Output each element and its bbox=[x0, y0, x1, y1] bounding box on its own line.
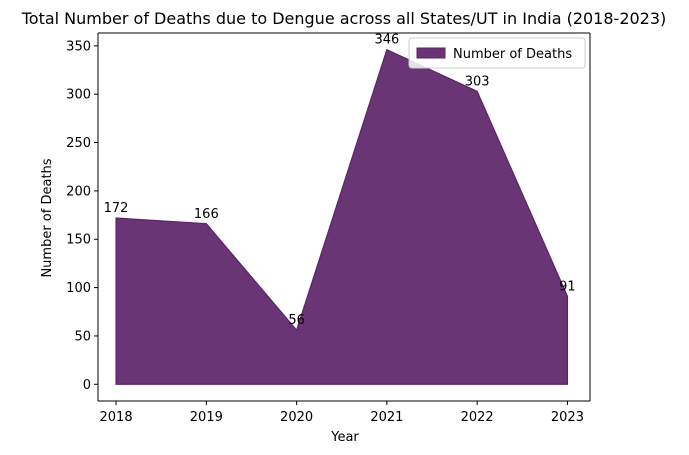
y-tick-label-300: 300 bbox=[66, 88, 91, 103]
y-tick-label-250: 250 bbox=[66, 136, 91, 151]
plot-frame bbox=[97, 32, 591, 402]
y-tick-label-0: 0 bbox=[83, 378, 91, 393]
chart-title: Total Number of Deaths due to Dengue acr… bbox=[21, 9, 667, 28]
y-axis-label: Number of Deaths bbox=[40, 158, 55, 277]
x-tick-label-2021: 2021 bbox=[370, 410, 403, 425]
x-tick-label-2022: 2022 bbox=[461, 410, 494, 425]
y-tick-label-100: 100 bbox=[66, 281, 91, 296]
y-tick-label-50: 50 bbox=[74, 329, 91, 344]
data-label-2019: 166 bbox=[194, 207, 219, 222]
legend-swatch-number-of-deaths bbox=[416, 47, 446, 59]
data-label-2022: 303 bbox=[465, 74, 490, 89]
x-tick-label-2019: 2019 bbox=[190, 410, 223, 425]
y-tick-label-350: 350 bbox=[66, 39, 91, 54]
x-axis-label: Year bbox=[330, 430, 359, 445]
x-tick-label-2018: 2018 bbox=[100, 410, 133, 425]
y-tick-label-200: 200 bbox=[66, 184, 91, 199]
legend-box bbox=[408, 37, 586, 69]
legend: Number of Deaths bbox=[408, 37, 586, 69]
data-label-2021: 346 bbox=[374, 33, 399, 48]
data-label-2023: 91 bbox=[559, 279, 576, 294]
data-label-2020: 56 bbox=[288, 313, 305, 328]
y-tick-label-150: 150 bbox=[66, 233, 91, 248]
data-label-2018: 172 bbox=[104, 201, 129, 216]
x-tick-label-2020: 2020 bbox=[280, 410, 313, 425]
area-series-number-of-deaths bbox=[115, 48, 569, 385]
legend-label-number-of-deaths: Number of Deaths bbox=[453, 47, 572, 62]
x-tick-label-2023: 2023 bbox=[551, 410, 584, 425]
